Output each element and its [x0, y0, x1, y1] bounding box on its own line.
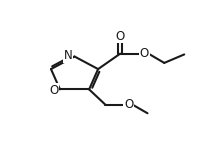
- Text: O: O: [124, 98, 133, 111]
- Text: O: O: [49, 83, 58, 97]
- Text: O: O: [116, 30, 125, 43]
- Text: N: N: [64, 49, 73, 62]
- Text: O: O: [140, 47, 149, 60]
